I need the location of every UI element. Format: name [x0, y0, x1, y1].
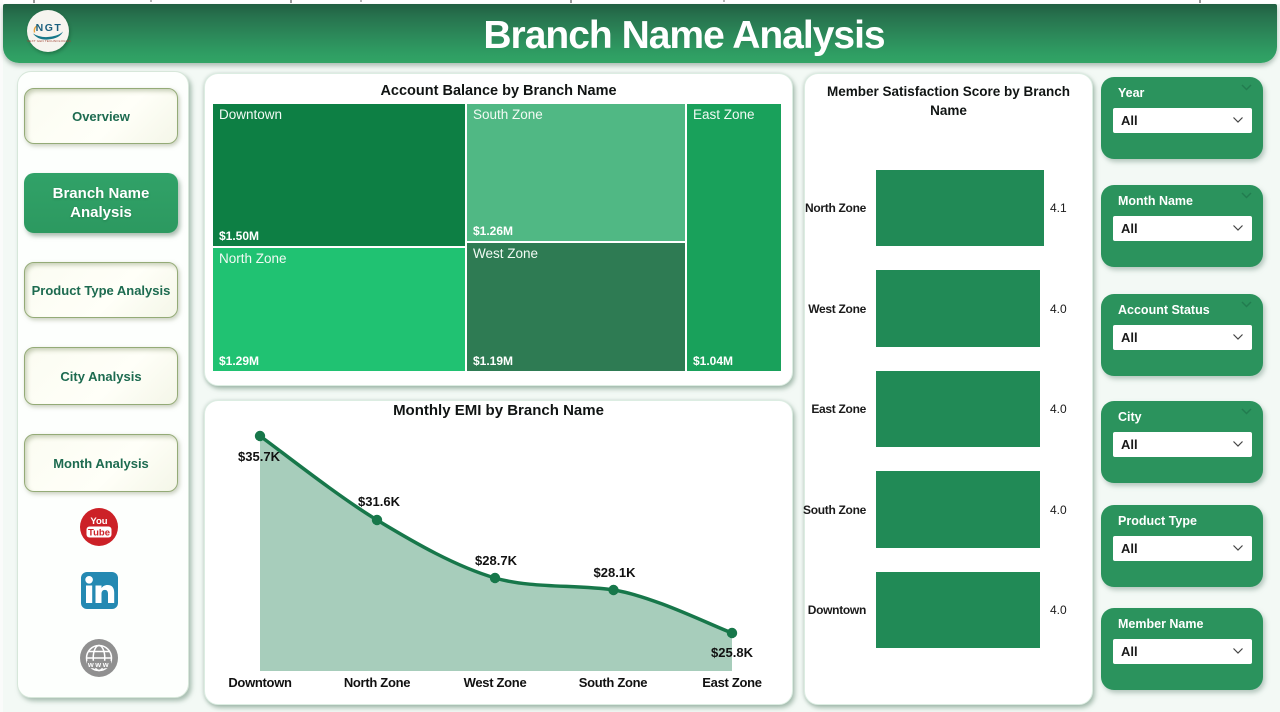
svg-text:$35.7K: $35.7K	[238, 449, 281, 464]
svg-text:www: www	[87, 660, 110, 669]
svg-text:Tube: Tube	[88, 528, 110, 539]
svg-text:$28.7K: $28.7K	[475, 553, 518, 568]
svg-text:You: You	[90, 516, 107, 527]
svg-text:$28.1K: $28.1K	[594, 565, 637, 580]
svg-text:$25.8K: $25.8K	[711, 645, 754, 660]
svg-text:$31.6K: $31.6K	[358, 494, 401, 509]
